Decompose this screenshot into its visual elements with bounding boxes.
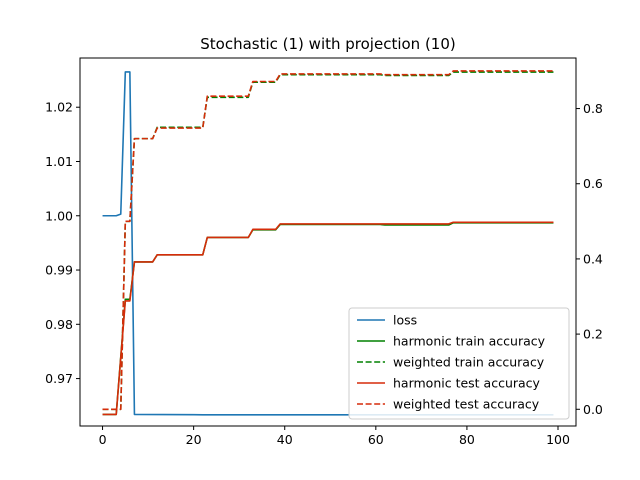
- x-tick-label: 80: [459, 432, 475, 447]
- y-left-tick-label: 0.98: [45, 317, 73, 332]
- plot-frame: [79, 57, 577, 427]
- x-tick-label: 60: [368, 432, 384, 447]
- y-right-tick-label: 0.2: [583, 327, 603, 342]
- series-line-weighted-test-accuracy: [102, 70, 554, 411]
- y-right-tick-label: 0.4: [583, 251, 603, 266]
- y-left-tick-label: 0.97: [45, 371, 73, 386]
- x-tick-label: 0: [99, 432, 107, 447]
- series-layer: [102, 70, 554, 416]
- y-right-tick-label: 0.8: [583, 101, 603, 116]
- x-tick-label: 40: [277, 432, 293, 447]
- y-left-tick-label: 1.02: [45, 100, 73, 115]
- y-axis-left: 0.97 0.98 0.99 1.00 1.01 1.02: [45, 100, 80, 386]
- y-right-tick-label: 0.0: [583, 402, 603, 417]
- y-left-tick-label: 1.00: [45, 208, 73, 223]
- y-axis-right: 0.0 0.2 0.4 0.6 0.8: [576, 101, 603, 417]
- legend-label: harmonic train accuracy: [393, 334, 546, 349]
- y-left-tick-label: 1.01: [45, 154, 73, 169]
- legend-label: loss: [393, 313, 417, 328]
- legend-label: weighted train accuracy: [393, 355, 545, 370]
- series-line-harmonic-test-accuracy: [102, 221, 554, 416]
- legend-label: harmonic test accuracy: [393, 376, 541, 391]
- y-left-tick-label: 0.99: [45, 263, 73, 278]
- x-tick-label: 20: [186, 432, 202, 447]
- legend: loss harmonic train accuracy weighted trai…: [348, 307, 570, 420]
- series-line-loss: [102, 71, 554, 416]
- x-tick-label: 100: [546, 432, 570, 447]
- legend-label: weighted test accuracy: [393, 397, 540, 412]
- y-right-tick-label: 0.6: [583, 176, 603, 191]
- chart-title: Stochastic (1) with projection (10): [200, 35, 455, 53]
- x-axis: 0 20 40 60 80 100: [99, 426, 570, 447]
- legend-box: [348, 307, 570, 420]
